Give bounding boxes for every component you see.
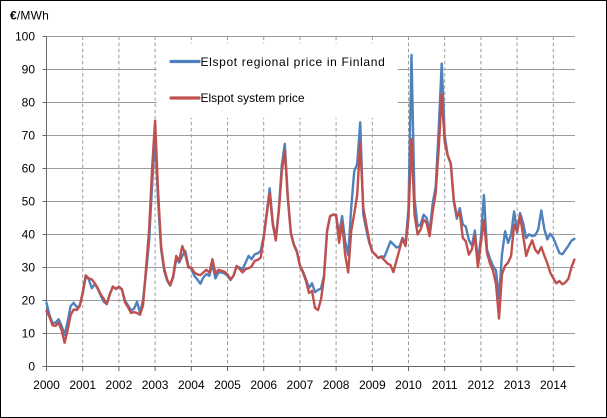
svg-text:2003: 2003: [142, 378, 169, 392]
svg-text:2002: 2002: [106, 378, 133, 392]
svg-text:20: 20: [22, 294, 36, 308]
svg-text:90: 90: [22, 63, 36, 77]
svg-text:60: 60: [22, 162, 36, 176]
svg-text:50: 50: [22, 195, 36, 209]
svg-text:Elspot system price: Elspot system price: [201, 91, 305, 105]
svg-text:2009: 2009: [359, 378, 386, 392]
svg-text:€/MWh: €/MWh: [10, 9, 49, 23]
svg-text:2007: 2007: [287, 378, 314, 392]
svg-text:40: 40: [22, 228, 36, 242]
svg-text:80: 80: [22, 96, 36, 110]
svg-text:2004: 2004: [178, 378, 205, 392]
svg-text:2008: 2008: [323, 378, 350, 392]
svg-text:100: 100: [15, 30, 35, 44]
svg-text:0: 0: [28, 360, 35, 374]
svg-text:10: 10: [22, 327, 36, 341]
svg-text:2014: 2014: [540, 378, 567, 392]
svg-text:2012: 2012: [468, 378, 495, 392]
svg-text:2011: 2011: [432, 378, 458, 392]
svg-text:2010: 2010: [395, 378, 422, 392]
svg-text:Elspot regional price in Finla: Elspot regional price in Finland: [201, 55, 386, 69]
svg-text:2006: 2006: [250, 378, 277, 392]
svg-text:30: 30: [22, 261, 36, 275]
svg-text:2005: 2005: [214, 378, 241, 392]
svg-text:2001: 2001: [69, 378, 96, 392]
svg-text:70: 70: [22, 129, 36, 143]
svg-text:2000: 2000: [33, 378, 60, 392]
svg-text:2013: 2013: [504, 378, 531, 392]
